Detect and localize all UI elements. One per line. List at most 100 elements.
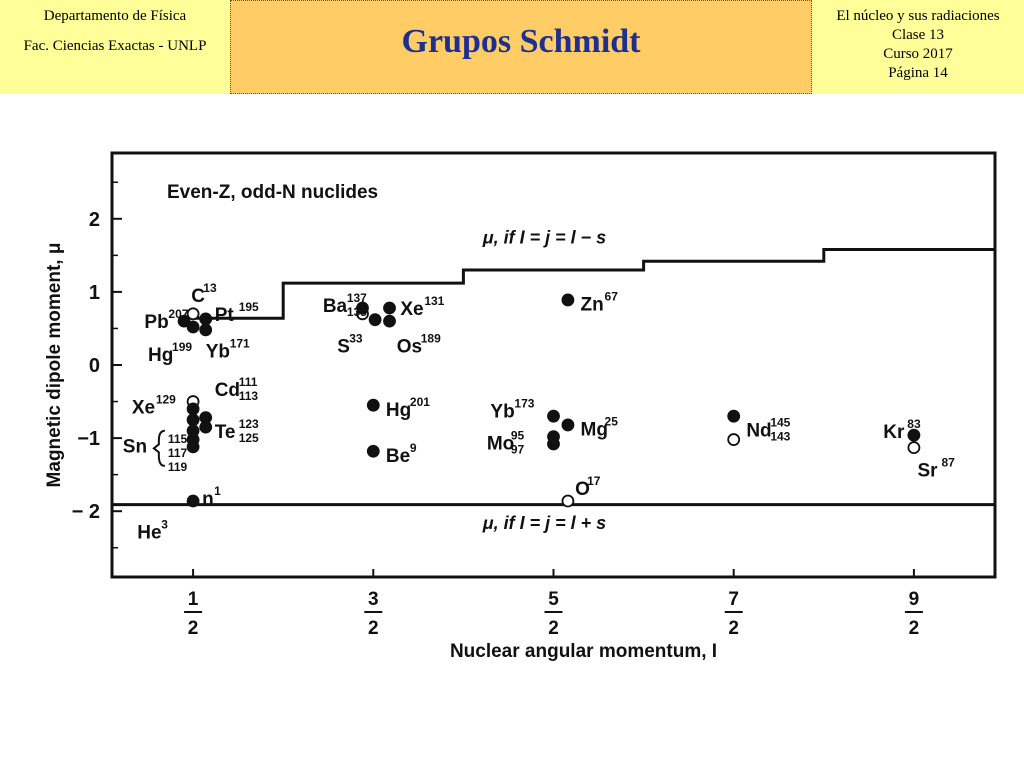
- data-point-filled: [383, 301, 396, 315]
- department-name: Departamento de Física: [43, 8, 187, 24]
- class-number: Clase 13: [891, 27, 945, 43]
- nuclide-label: C: [191, 286, 205, 307]
- nuclide-label: Yb: [490, 401, 514, 422]
- nuclide-label: S: [337, 336, 350, 357]
- nuclide-label: He: [137, 523, 161, 544]
- nuclide-mass-sup: 67: [605, 290, 619, 304]
- schmidt-figure: 2 1 0 −1− 2 1 2 3 2 5 2 7 2 9 2 Nuclear angular moment…: [0, 95, 1024, 768]
- x-tick-numerator: 3: [368, 589, 379, 610]
- y-tick-label: − 2: [72, 501, 100, 523]
- nuclide-mass-sub: 125: [239, 431, 259, 445]
- nuclide-mass-sup: 145: [770, 415, 790, 429]
- nuclide-mass-sup: 129: [156, 393, 176, 407]
- nuclide-mass-sup: 189: [421, 331, 441, 345]
- x-tick-denominator: 2: [909, 618, 920, 639]
- nuclide-mass-sup: 87: [942, 456, 956, 470]
- nuclide-mass-sup: 199: [172, 340, 192, 354]
- x-tick-numerator: 9: [909, 589, 920, 610]
- nuclide-label: Te: [215, 422, 236, 443]
- course-name: El núcleo y sus radiaciones: [836, 8, 1000, 24]
- nuclide-mass-sup: 13: [203, 281, 217, 295]
- sn-isotope-mass: 119: [168, 460, 188, 474]
- nuclide-label: Pb: [144, 312, 168, 333]
- header-left-panel: Departamento de Física Fac. Ciencias Exa…: [0, 0, 230, 94]
- nuclide-label: O: [575, 479, 590, 500]
- data-point-open: [907, 441, 921, 455]
- data-point-filled: [199, 420, 213, 434]
- nuclide-mass-sup: 131: [424, 294, 444, 308]
- nuclide-mass-sub: 97: [511, 442, 525, 456]
- slide-title: Grupos Schmidt: [401, 23, 641, 60]
- nuclide-label: Nd: [746, 420, 771, 441]
- data-point-filled: [186, 320, 200, 334]
- sn-isotope-mass: 117: [168, 446, 188, 460]
- x-tick-numerator: 5: [548, 589, 559, 610]
- data-point-filled: [907, 428, 921, 442]
- data-point-filled: [561, 418, 575, 432]
- nuclide-mass-sub: 143: [770, 429, 790, 443]
- sn-isotope-mass: 115: [168, 432, 188, 446]
- y-tick-label: −1: [77, 428, 100, 450]
- nuclide-label: Pt: [215, 305, 235, 326]
- data-point-filled: [368, 313, 382, 327]
- data-point-open: [727, 433, 741, 446]
- data-point-open: [561, 494, 575, 508]
- schmidt-line-lower-label: μ, if I = j = l + s: [482, 513, 606, 533]
- nuclide-mass-sup: 171: [230, 336, 250, 350]
- schmidt-line-upper-label: μ, if I = j = l − s: [482, 228, 606, 248]
- data-point-filled: [356, 301, 369, 315]
- y-tick-label: 2: [89, 209, 100, 231]
- data-point-filled: [727, 409, 741, 423]
- sn-brace: [152, 429, 165, 467]
- data-point-filled: [199, 312, 213, 326]
- nuclide-mass-sup: 137: [347, 291, 367, 305]
- x-tick-denominator: 2: [188, 618, 199, 639]
- nuclide-mass-sup: 83: [907, 417, 921, 431]
- data-point-open: [186, 307, 200, 321]
- data-point-filled: [366, 398, 380, 412]
- nuclide-mass-sup: 17: [587, 474, 601, 488]
- nuclide-mass-sup: 207: [168, 307, 188, 321]
- nuclide-mass-sup: 1: [214, 484, 221, 498]
- nuclide-label: Yb: [206, 341, 230, 362]
- course-year: Curso 2017: [883, 46, 953, 62]
- data-point-filled: [383, 314, 396, 328]
- nuclide-mass-sub: 135: [347, 305, 367, 319]
- nuclide-mass-sup: 95: [511, 428, 525, 442]
- nuclide-mass-sup: 25: [605, 415, 619, 429]
- nuclide-label: Os: [397, 336, 422, 357]
- data-point-filled: [199, 323, 213, 337]
- y-tick-label: 1: [89, 282, 100, 304]
- nuclide-label: n: [202, 489, 214, 510]
- nuclide-label: Hg: [148, 345, 173, 366]
- nuclide-mass-sup: 111: [239, 375, 258, 389]
- nuclide-label: Xe: [400, 299, 423, 320]
- data-point-filled: [547, 409, 560, 423]
- nuclide-label: Hg: [386, 400, 411, 421]
- nuclide-mass-sup: 3: [161, 518, 168, 532]
- nuclide-mass-sup: 173: [514, 396, 534, 410]
- nuclide-label: Be: [386, 446, 410, 467]
- nuclide-label: Cd: [215, 380, 240, 401]
- nuclide-mass-sup: 9: [410, 441, 417, 455]
- nuclide-label: Xe: [132, 398, 155, 419]
- y-axis-label: Magnetic dipole moment, μ: [44, 243, 65, 488]
- data-point-filled: [366, 444, 380, 458]
- data-point-filled: [177, 314, 191, 328]
- data-point-filled: [186, 494, 200, 508]
- x-axis-label: Nuclear angular momentum, I: [450, 641, 717, 662]
- page-number: Página 14: [888, 65, 948, 81]
- faculty-name: Fac. Ciencias Exactas - UNLP: [23, 38, 207, 54]
- nuclide-label: Mo: [487, 433, 514, 454]
- nuclide-label: Kr: [883, 422, 905, 443]
- nuclide-mass-sub: 113: [239, 389, 259, 403]
- x-tick-numerator: 7: [728, 589, 739, 610]
- x-tick-numerator: 1: [188, 589, 199, 610]
- x-tick-denominator: 2: [728, 618, 739, 639]
- data-point-filled: [561, 293, 575, 307]
- nuclide-label: Sn: [123, 436, 147, 457]
- nuclide-mass-sup: 201: [410, 395, 430, 409]
- nuclide-label: Mg: [581, 420, 608, 441]
- data-point-filled: [186, 402, 200, 416]
